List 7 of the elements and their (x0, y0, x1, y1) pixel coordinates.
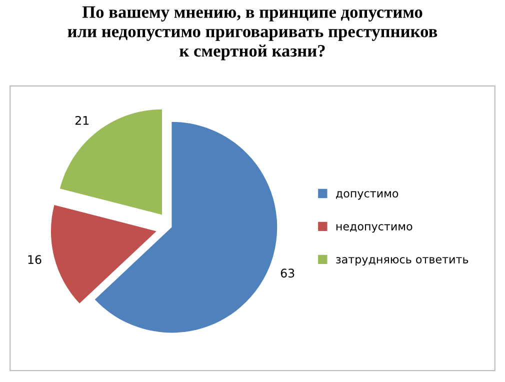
data-label: 16 (28, 255, 42, 264)
legend-label: недопустимо (336, 224, 412, 233)
data-label: 21 (75, 116, 89, 125)
chart-title: По вашему мнению, в принципе допустимо или недопустимо приговаривать преступников к смертной казни? (68, 6, 438, 60)
legend-label: допустимо (336, 191, 398, 200)
data-label: 63 (280, 268, 294, 278)
legend-label: затрудняюсь ответить (336, 257, 468, 266)
